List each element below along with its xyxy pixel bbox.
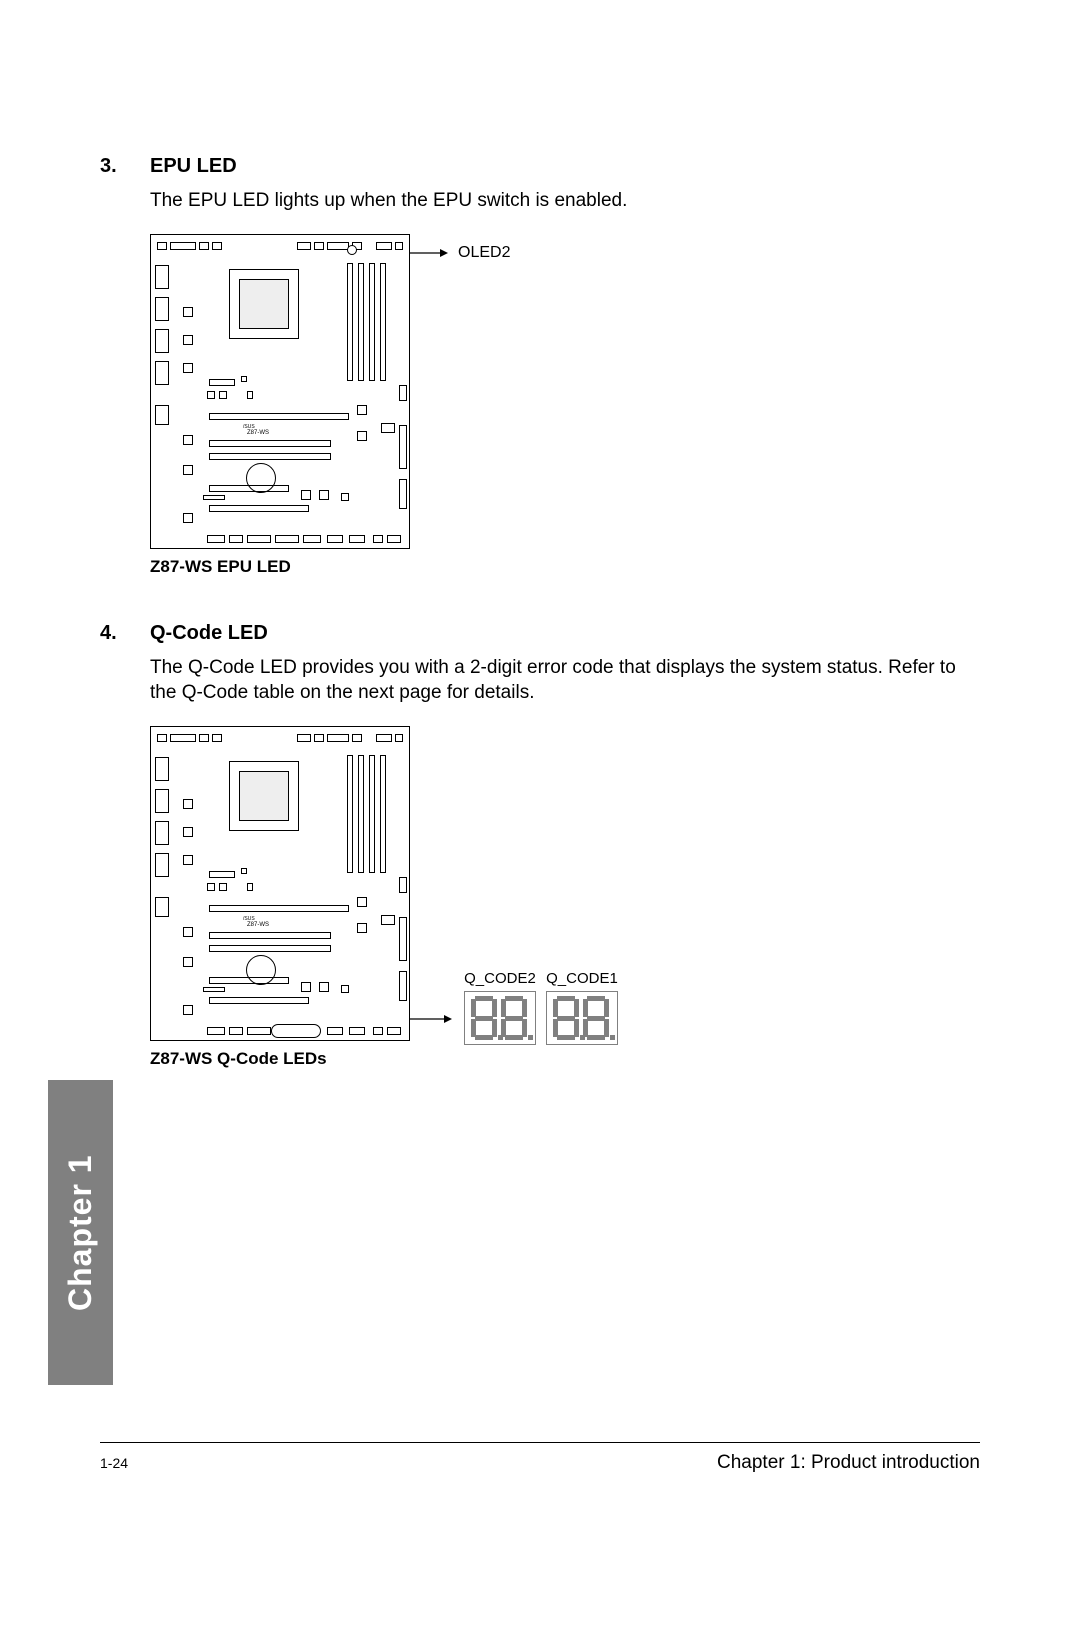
page-content: 3. EPU LED The EPU LED lights up when th… xyxy=(100,155,980,1114)
callout-oled2: OLED2 xyxy=(410,244,510,262)
seven-seg-digit xyxy=(501,996,527,1040)
mobo-diagram-qcode: Z87-WS /SUS xyxy=(150,726,410,1041)
section-title: Q-Code LED xyxy=(150,622,268,645)
motherboard-outline: Z87-WS /SUS xyxy=(150,726,410,1041)
section-heading-4: 4. Q-Code LED xyxy=(100,622,980,645)
diagram-row-qcode: Z87-WS /SUS Q_CODE2 xyxy=(100,726,980,1049)
arrow-icon xyxy=(410,247,450,259)
qcode-display-2: Q_CODE2 xyxy=(464,970,536,1045)
seven-seg-digit xyxy=(553,996,579,1040)
section-number: 3. xyxy=(100,155,150,178)
board-model-label: Z87-WS xyxy=(247,922,269,928)
section-heading-3: 3. EPU LED xyxy=(100,155,980,178)
footer-chapter: Chapter 1: Product introduction xyxy=(717,1452,980,1474)
qcode-label: Q_CODE2 xyxy=(464,970,536,987)
board-model-label: Z87-WS xyxy=(247,430,269,436)
footer-rule xyxy=(100,1442,980,1443)
arrow-icon xyxy=(410,1013,454,1025)
seven-seg-digit xyxy=(583,996,609,1040)
diagram-caption-qcode: Z87-WS Q-Code LEDs xyxy=(150,1049,980,1069)
diagram-row-epu: Z87-WS /SUS OLED2 xyxy=(100,234,980,557)
callout-qcode: Q_CODE2 Q_CODE1 xyxy=(410,970,618,1045)
chapter-tab: Chapter 1 xyxy=(48,1080,113,1385)
diagram-caption-epu: Z87-WS EPU LED xyxy=(150,557,980,577)
motherboard-outline: Z87-WS /SUS xyxy=(150,234,410,549)
section-number: 4. xyxy=(100,622,150,645)
section-title: EPU LED xyxy=(150,155,237,178)
seven-seg-digit xyxy=(471,996,497,1040)
qcode-marker xyxy=(271,1024,321,1038)
mobo-diagram-epu: Z87-WS /SUS xyxy=(150,234,410,549)
callout-label: OLED2 xyxy=(458,244,510,262)
section-body-3: The EPU LED lights up when the EPU switc… xyxy=(150,188,980,214)
oled2-marker xyxy=(347,245,357,255)
qcode-display-1: Q_CODE1 xyxy=(546,970,618,1045)
page-footer: 1-24 Chapter 1: Product introduction xyxy=(100,1452,980,1474)
page-number: 1-24 xyxy=(100,1455,128,1471)
section-body-4: The Q-Code LED provides you with a 2-dig… xyxy=(150,655,980,706)
qcode-label: Q_CODE1 xyxy=(546,970,618,987)
